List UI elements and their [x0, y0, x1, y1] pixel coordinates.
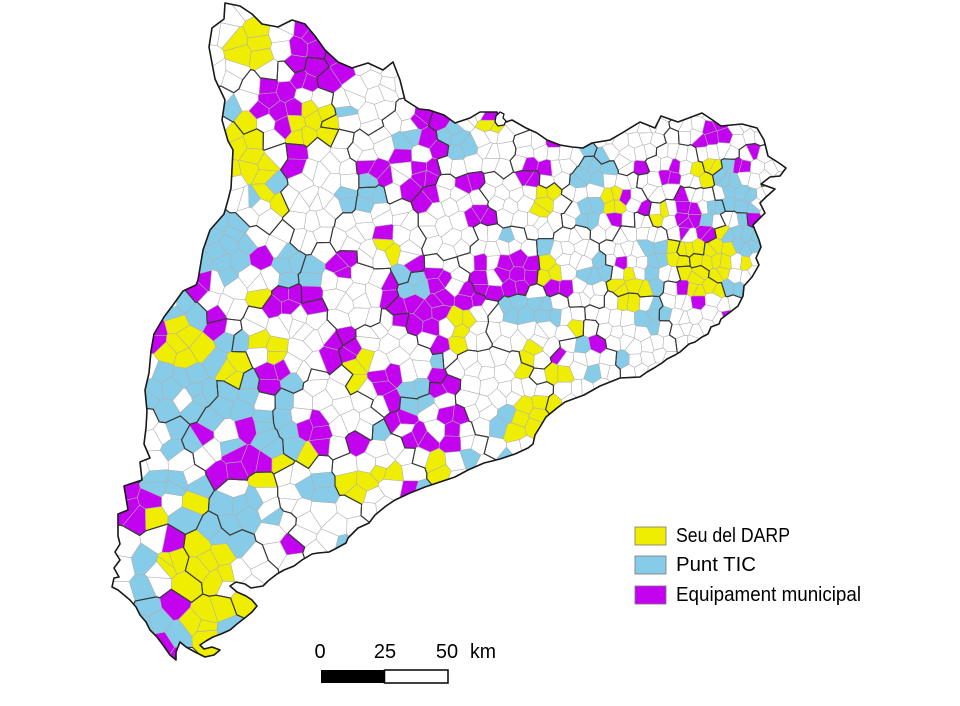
svg-text:0: 0 — [314, 641, 325, 663]
svg-text:50: 50 — [436, 641, 458, 663]
svg-text:Seu del DARP: Seu del DARP — [676, 524, 790, 547]
svg-text:25: 25 — [374, 641, 396, 663]
svg-text:km: km — [470, 641, 496, 663]
svg-text:Equipament municipal: Equipament municipal — [676, 583, 861, 606]
svg-text:Punt TIC: Punt TIC — [676, 553, 756, 576]
